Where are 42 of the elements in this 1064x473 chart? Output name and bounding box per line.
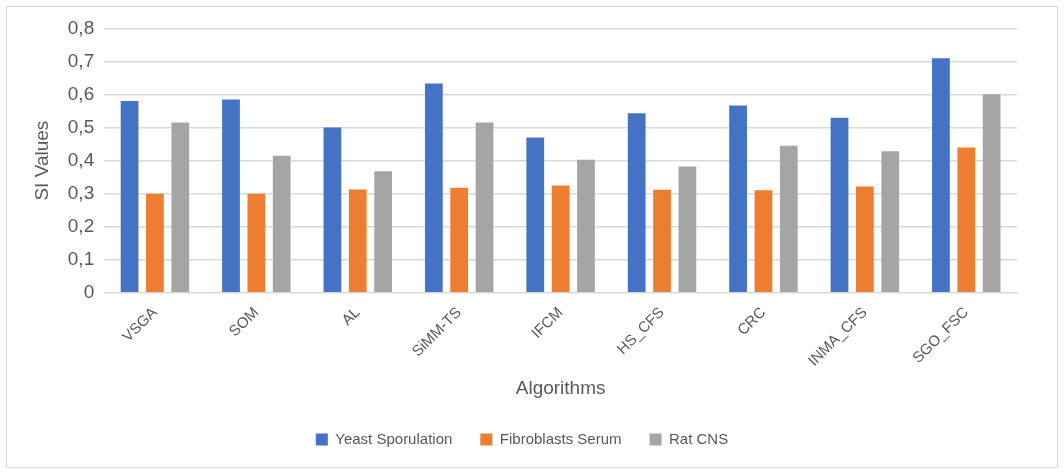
bar (729, 105, 747, 293)
y-tick-label: 0,5 (67, 115, 95, 137)
bar (881, 151, 900, 293)
bar (450, 187, 469, 293)
bar (678, 166, 697, 293)
y-tick-label: 0,3 (67, 181, 95, 203)
y-tick-label: 0,4 (67, 148, 95, 170)
bar (779, 145, 798, 293)
bar (475, 122, 494, 293)
bar (247, 193, 266, 293)
x-tick-label: AL (337, 303, 363, 329)
bar (424, 83, 443, 293)
bar (526, 137, 545, 293)
y-tick-label: 0,8 (67, 16, 95, 38)
bar (323, 127, 342, 293)
y-tick-label: 0 (83, 281, 95, 303)
legend-label: Fibroblasts Serum (499, 429, 622, 447)
bar (272, 155, 291, 293)
y-axis-title: SI Values (30, 120, 52, 201)
y-tick-label: 0,2 (67, 214, 95, 236)
bar (982, 94, 1001, 293)
bar (627, 113, 646, 293)
bar (222, 99, 240, 293)
bar (146, 193, 164, 293)
bar (754, 190, 773, 293)
y-tick-label: 0,7 (67, 49, 95, 71)
legend-label: Yeast Sporulation (335, 429, 453, 447)
bar (932, 58, 950, 293)
bar (348, 189, 367, 293)
bar (374, 171, 392, 293)
bar (577, 159, 595, 293)
bar (855, 186, 874, 293)
bar (957, 147, 976, 293)
legend-label: Rat CNS (669, 429, 729, 447)
y-tick-label: 0,6 (67, 82, 95, 104)
bar (653, 189, 671, 293)
bar (551, 185, 570, 293)
bar (120, 101, 139, 293)
y-tick-label: 0,1 (67, 248, 95, 270)
x-axis-title: Algorithms (515, 376, 606, 398)
bar (830, 117, 849, 293)
bar (171, 122, 190, 293)
